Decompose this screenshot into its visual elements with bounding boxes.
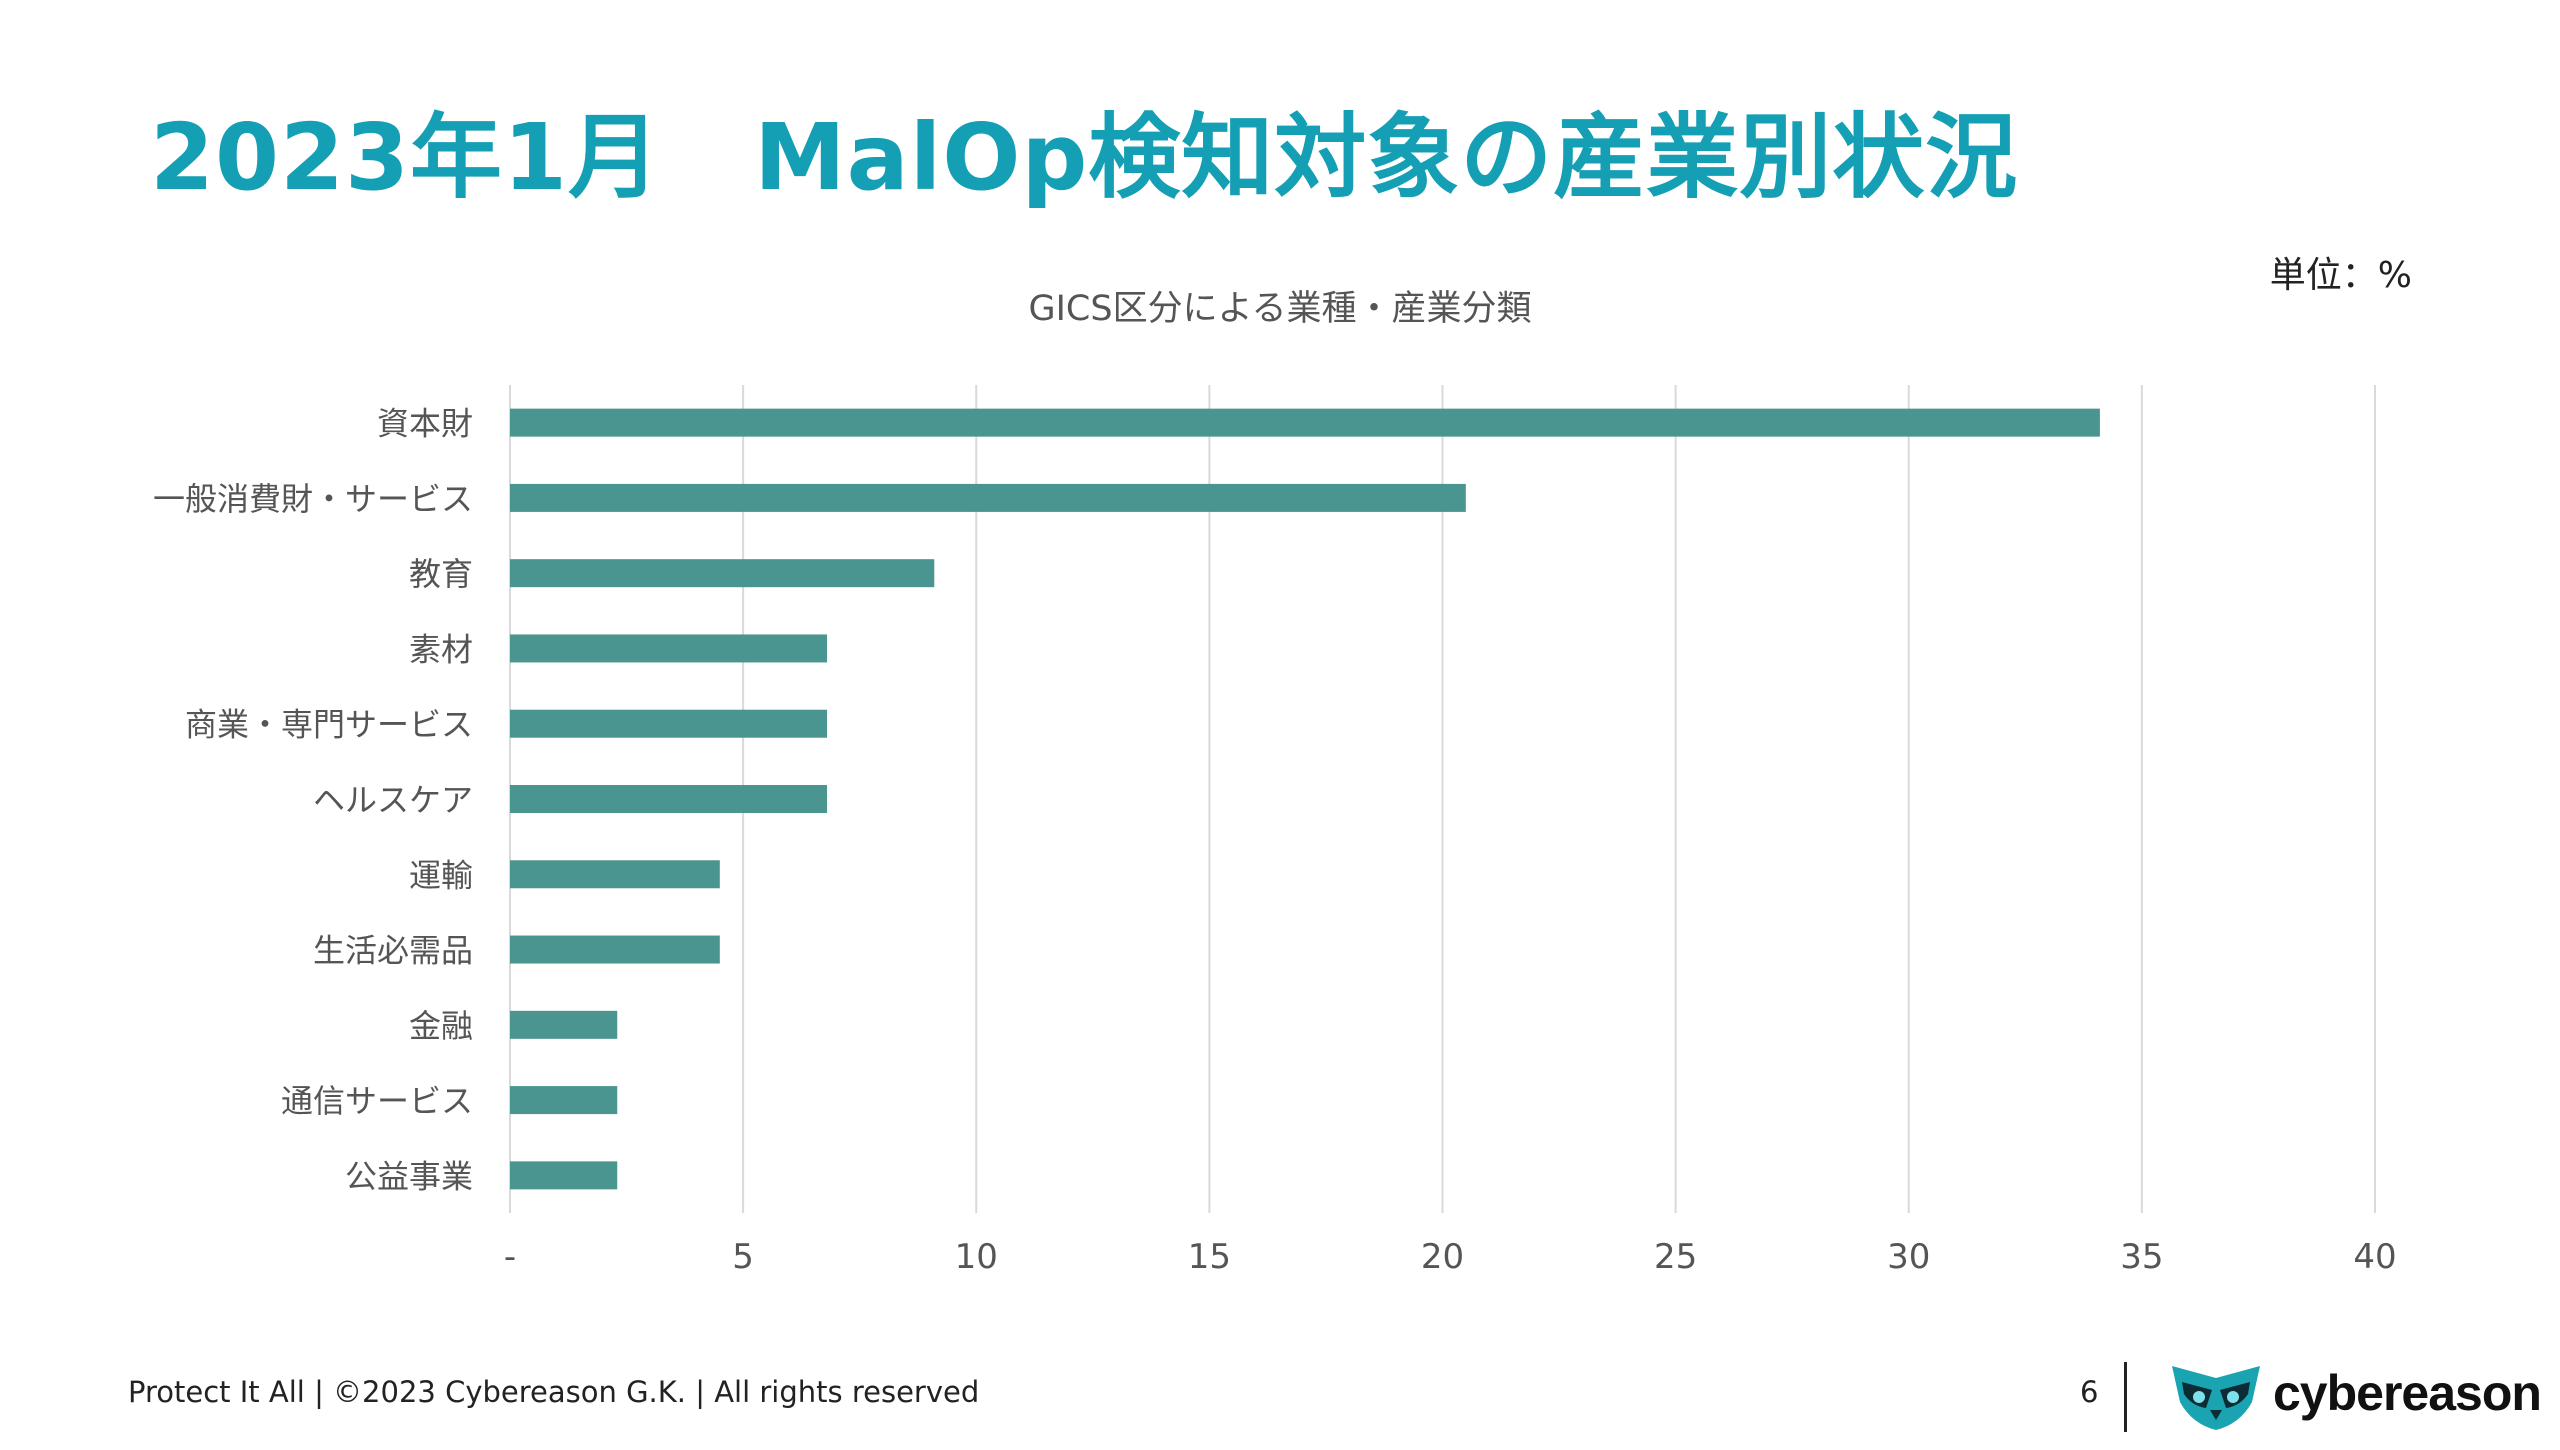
- bar: [510, 483, 1466, 512]
- bar: [510, 1010, 618, 1039]
- x-tick-label: 40: [2353, 1237, 2396, 1277]
- bar: [510, 1161, 618, 1190]
- y-category-label: 金融: [409, 1007, 473, 1045]
- unit-label: 単位：%: [2269, 255, 2412, 296]
- y-category-label: 生活必需品: [313, 932, 473, 970]
- footer-copyright: Protect It All | ©2023 Cybereason G.K. |…: [128, 1375, 980, 1409]
- bar-chart: - 5 10 15 20 25 30 35 40 資本財一般消費財・サービス教育素材商業・専門サー…: [153, 385, 2397, 1277]
- bar: [510, 860, 720, 889]
- footer-divider: [2124, 1362, 2127, 1432]
- page-number: 6: [2080, 1375, 2099, 1409]
- x-tick-label: 35: [2120, 1237, 2163, 1277]
- x-tick-label: -: [504, 1237, 516, 1277]
- y-category-label: 素材: [409, 630, 473, 668]
- bar: [510, 634, 828, 663]
- bar: [510, 408, 2100, 437]
- slide-title: 2023年1月 MalOp検知対象の産業別状況: [150, 104, 2019, 211]
- x-tick-label: 10: [955, 1237, 998, 1277]
- y-category-label: 運輸: [409, 856, 473, 894]
- x-tick-label: 30: [1887, 1237, 1930, 1277]
- logo-wordmark: cybereason: [2273, 1365, 2542, 1421]
- bar: [510, 559, 935, 588]
- y-category-label: 教育: [409, 555, 473, 593]
- bar: [510, 1086, 618, 1115]
- bar: [510, 785, 828, 813]
- y-category-label: 資本財: [377, 405, 473, 443]
- chart-title: GICS区分による業種・産業分類: [1028, 289, 1532, 329]
- cybereason-logo: cybereason: [2168, 1362, 2548, 1432]
- y-category-label: 商業・専門サービス: [185, 706, 473, 744]
- x-tick-label: 20: [1421, 1237, 1464, 1277]
- y-category-label: 通信サービス: [281, 1082, 473, 1120]
- y-category-label: ヘルスケア: [313, 781, 473, 819]
- x-tick-label: 5: [732, 1237, 754, 1277]
- bar: [510, 935, 720, 964]
- y-category-label: 一般消費財・サービス: [153, 480, 473, 518]
- owl-logo-icon: [2172, 1366, 2260, 1430]
- x-tick-label: 25: [1654, 1237, 1697, 1277]
- x-tick-label: 15: [1188, 1237, 1231, 1277]
- y-category-label: 公益事業: [345, 1157, 473, 1195]
- bar: [510, 709, 828, 738]
